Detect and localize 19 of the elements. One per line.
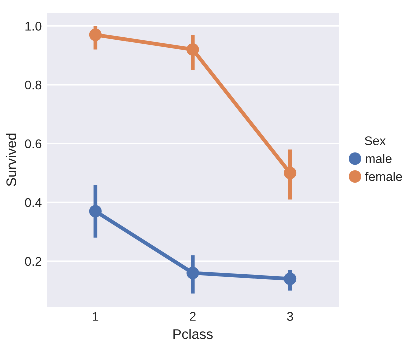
x-axis-title: Pclass xyxy=(174,329,213,340)
y-tick-label: 0.8 xyxy=(25,80,42,90)
y-tick-label: 1.0 xyxy=(26,22,42,31)
legend-title: Sex xyxy=(365,136,386,146)
legend-label: male xyxy=(366,154,392,164)
y-tick-label: 0.2 xyxy=(25,257,42,266)
point xyxy=(284,272,297,286)
x-tick-label: 1 xyxy=(93,312,99,321)
point xyxy=(89,28,102,42)
legend-label: female xyxy=(365,172,402,182)
y-tick-label: 0.6 xyxy=(25,140,42,148)
x-tick-label: 2 xyxy=(190,312,196,321)
point xyxy=(186,44,200,56)
y-axis-title: Survived xyxy=(6,134,16,186)
point xyxy=(89,205,102,218)
point xyxy=(284,166,297,180)
x-tick-label: 3 xyxy=(287,312,294,322)
point xyxy=(186,266,200,280)
y-tick-label: 0.4 xyxy=(25,198,42,208)
